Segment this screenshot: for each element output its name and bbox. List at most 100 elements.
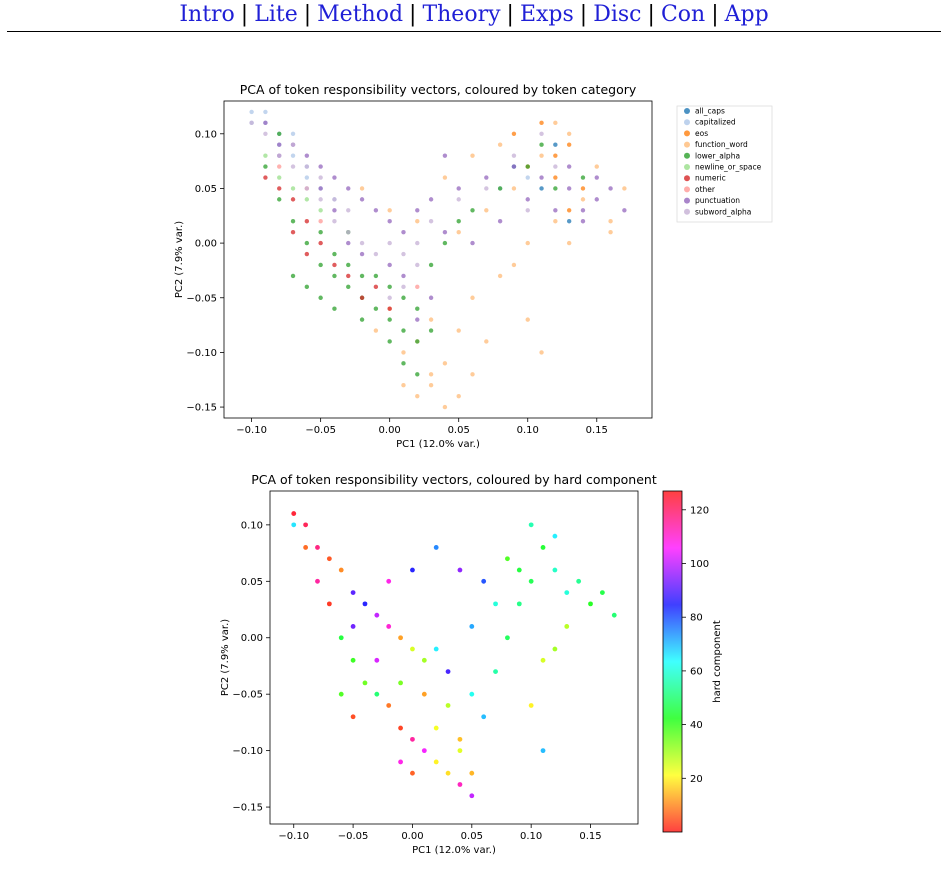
point-hard-component <box>303 522 309 528</box>
point-subword-alpha <box>290 164 296 169</box>
point-lower-alpha <box>318 262 323 268</box>
point-lower-alpha <box>387 317 392 322</box>
point-punctuation <box>263 120 268 126</box>
point-punctuation <box>580 219 586 224</box>
point-hard-component <box>552 533 558 539</box>
legend-entry: newline_or_space <box>695 163 762 172</box>
point-eos <box>566 142 572 147</box>
point-function-word <box>373 328 379 333</box>
section-nav: Intro | Lite | Method | Theory | Exps | Disc | Con | A… <box>0 0 948 34</box>
point-hard-component <box>410 736 415 742</box>
point-all-caps <box>553 142 558 147</box>
x-tick-label: 0.00 <box>379 425 401 436</box>
legend-entry: lower_alpha <box>695 151 740 160</box>
point-hard-component <box>398 635 403 641</box>
point-lower-alpha <box>387 284 392 290</box>
point-function-word <box>525 240 530 246</box>
point-lower-alpha <box>497 186 503 191</box>
point-hard-component <box>564 624 570 629</box>
point-punctuation <box>359 251 365 257</box>
legend-frame <box>676 105 773 223</box>
nav-link-intro[interactable]: Intro <box>179 2 235 27</box>
point-subword-alpha <box>318 197 323 202</box>
nav-link-disc[interactable]: Disc <box>593 2 642 27</box>
point-subword-alpha <box>304 164 310 169</box>
point-hard-component <box>611 612 617 618</box>
point-lower-alpha <box>277 197 282 202</box>
legend-entry: eos <box>695 129 708 138</box>
point-numeric <box>277 186 282 191</box>
nav-link-lite[interactable]: Lite <box>254 2 298 27</box>
point-subword-alpha <box>373 251 379 257</box>
point-lower-alpha <box>428 262 434 268</box>
colorbar-tick-label: 40 <box>690 720 703 731</box>
point-hard-component <box>386 703 392 708</box>
point-hard-component <box>315 545 320 550</box>
legend-entry: function_word <box>695 140 748 149</box>
point-hard-component <box>398 759 403 765</box>
point-subword-alpha <box>387 240 392 246</box>
point-subword-alpha <box>511 153 517 158</box>
point-capitalized <box>249 109 254 115</box>
point-punctuation <box>346 240 351 246</box>
nav-link-con[interactable]: Con <box>660 2 706 27</box>
y-tick-label: 0.00 <box>241 633 263 644</box>
point-function-word <box>539 350 544 355</box>
point-eos <box>580 186 586 191</box>
point-numeric <box>318 240 323 246</box>
point-lower-alpha <box>346 262 351 268</box>
nav-link-theory[interactable]: Theory <box>422 2 501 27</box>
point-punctuation <box>484 175 489 180</box>
nav-link-exps[interactable]: Exps <box>519 2 574 27</box>
y-axis-label: PC2 (7.9% var.) <box>174 221 185 298</box>
point-punctuation <box>428 295 434 300</box>
legend-entry: numeric <box>695 174 726 183</box>
point-function-word <box>442 404 448 410</box>
point-hard-component <box>338 567 344 573</box>
point-hard-component <box>350 590 356 595</box>
point-other <box>318 219 323 224</box>
x-tick-label: 0.15 <box>586 425 608 436</box>
colorbar-label: hard component <box>712 620 723 703</box>
legend-marker <box>684 208 690 215</box>
point-all-caps <box>539 186 544 191</box>
point-subword-alpha <box>415 262 420 268</box>
nav-link-app[interactable]: App <box>724 2 769 27</box>
x-tick-label: 0.05 <box>448 425 470 436</box>
point-hard-component <box>291 511 297 516</box>
point-eos <box>553 153 558 158</box>
point-punctuation <box>318 186 323 191</box>
y-axis-label: PC2 (7.9% var.) <box>220 619 231 696</box>
point-hard-component <box>505 556 510 562</box>
nav-link-method[interactable]: Method <box>317 2 404 27</box>
point-numeric <box>332 262 337 268</box>
y-tick-label: 0.05 <box>241 577 263 588</box>
x-tick-label: −0.10 <box>278 831 309 842</box>
point-function-word <box>608 219 613 224</box>
point-punctuation <box>594 175 599 180</box>
point-lower-alpha <box>318 295 323 300</box>
point-newline-or-space <box>277 175 282 180</box>
point-lower-alpha <box>332 251 337 257</box>
point-other <box>415 284 420 290</box>
chart-title: PCA of token responsibility vectors, col… <box>240 82 637 97</box>
colorbar <box>662 490 683 833</box>
point-subword-alpha <box>553 164 558 169</box>
point-lower-alpha <box>415 306 420 311</box>
point-subword-alpha <box>277 153 282 158</box>
point-punctuation <box>566 186 572 191</box>
point-numeric <box>263 175 268 180</box>
point-punctuation <box>594 197 599 202</box>
point-lower-alpha <box>401 361 406 366</box>
y-tick-label: −0.15 <box>232 803 263 814</box>
point-lower-alpha <box>373 273 379 279</box>
point-function-word <box>525 317 530 322</box>
point-function-word <box>415 393 420 399</box>
point-punctuation <box>304 153 310 158</box>
point-lower-alpha <box>442 240 448 246</box>
point-newline-or-space <box>318 208 323 213</box>
legend-entry: subword_alpha <box>695 207 751 216</box>
point-punctuation <box>387 219 392 224</box>
point-lower-alpha <box>304 284 310 290</box>
